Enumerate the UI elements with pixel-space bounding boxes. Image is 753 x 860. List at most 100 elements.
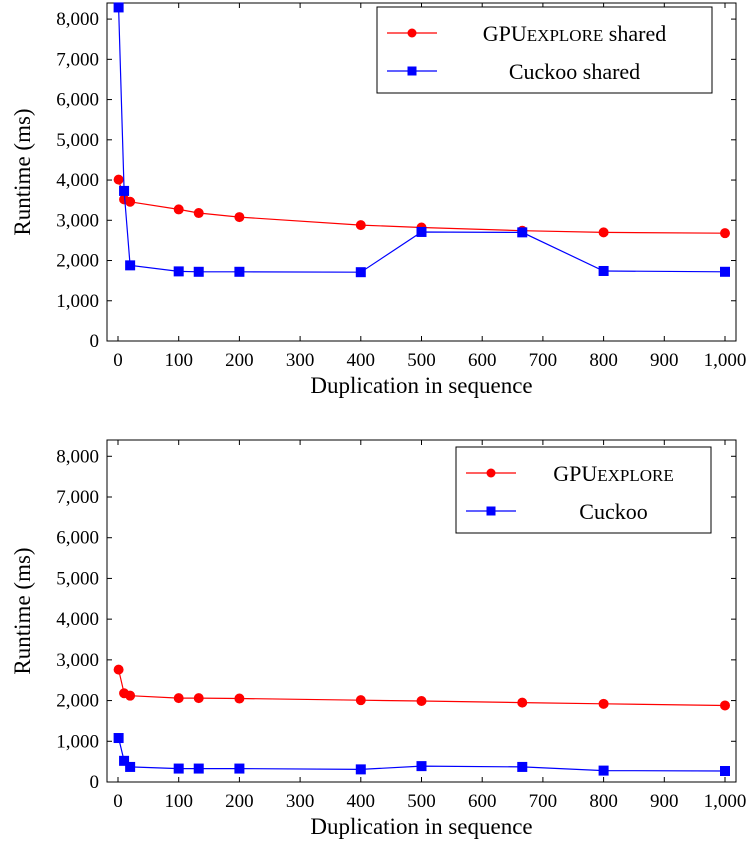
y-tick-label: 2,000	[56, 251, 99, 272]
series-1-point	[517, 227, 528, 238]
x-tick-label: 300	[286, 350, 315, 371]
x-tick-label: 200	[225, 791, 254, 812]
x-tick-label: 100	[164, 350, 193, 371]
x-tick-label: 0	[113, 791, 123, 812]
y-axis-label: Runtime (ms)	[10, 108, 35, 235]
series-1-point	[125, 260, 136, 271]
y-tick-label: 2,000	[56, 691, 99, 712]
series-1-point	[119, 185, 130, 196]
series-0-point	[416, 695, 427, 706]
legend-label-0: GPUEXPLORE	[553, 461, 674, 486]
series-1-point	[113, 733, 124, 744]
y-tick-label: 1,000	[56, 291, 99, 312]
series-1-point	[234, 266, 245, 277]
series-0-point	[355, 220, 366, 231]
x-tick-label: 900	[650, 350, 679, 371]
series-1-point	[173, 266, 184, 277]
legend-box	[455, 446, 712, 534]
x-tick-label: 800	[589, 350, 618, 371]
legend-label-1: Cuckoo	[579, 499, 647, 524]
series-1-point	[416, 761, 427, 772]
x-tick-label: 900	[650, 791, 679, 812]
series-0-point	[173, 693, 184, 704]
legend: GPUEXPLORE Cuckoo	[455, 446, 712, 534]
y-tick-label: 3,000	[56, 650, 99, 671]
series-1-point	[113, 2, 124, 13]
x-axis-label: Duplication in sequence	[310, 814, 532, 839]
y-axis-label: Runtime (ms)	[10, 547, 35, 674]
x-tick-label: 300	[286, 791, 315, 812]
series-1-point	[720, 766, 730, 777]
y-tick-label: 1,000	[56, 731, 99, 752]
series-0-point	[598, 698, 609, 709]
y-tick-label: 5,000	[56, 130, 99, 151]
series-0-point	[173, 204, 184, 215]
series-1-point	[416, 226, 427, 237]
chart-bottom-svg: 0 100 200 300 400 500 600 700 800 900 1,000 0 1,000 2…	[10, 439, 747, 839]
chart-bottom: 0 100 200 300 400 500 600 700 800 900 1,000 0 1,000 2…	[0, 430, 753, 860]
series-0-point	[113, 174, 124, 185]
series-0-point	[720, 700, 730, 711]
series-1-point	[598, 265, 609, 276]
x-tick-label: 400	[347, 791, 376, 812]
legend-marker-1	[407, 66, 417, 76]
y-tick-label: 6,000	[56, 528, 99, 549]
series-0-point	[125, 196, 136, 207]
legend-marker-1	[486, 506, 496, 516]
series-0-point	[234, 693, 245, 704]
y-tick-label: 6,000	[56, 90, 99, 111]
y-tick-label: 4,000	[56, 609, 99, 630]
series-1-point	[173, 763, 184, 774]
series-1-point	[234, 763, 245, 774]
series-0-point	[193, 693, 204, 704]
legend-marker-0	[486, 468, 496, 478]
y-tick-label: 7,000	[56, 487, 99, 508]
series-0-point	[125, 690, 136, 701]
legend-label-1: Cuckoo shared	[509, 59, 640, 84]
chart-top: 0 100 200 300 400 500 600 700 800 900 1,000 0 1,000 2…	[10, 2, 747, 398]
legend-box	[376, 6, 713, 94]
series-1-point	[720, 266, 730, 277]
series-1-point	[355, 267, 366, 278]
series-1-point	[193, 266, 204, 277]
legend-marker-0	[407, 28, 417, 38]
series-0-point	[234, 212, 245, 223]
series-0-point	[598, 227, 609, 238]
chart-top-svg: 0 100 200 300 400 500 600 700 800 900 1,000 0 1,000 2…	[10, 2, 747, 398]
series-1-point	[517, 761, 528, 772]
y-tick-label: 7,000	[56, 49, 99, 70]
series-0-point	[355, 695, 366, 706]
x-tick-label: 200	[225, 350, 254, 371]
x-tick-label: 700	[529, 791, 558, 812]
x-tick-label: 500	[407, 791, 436, 812]
x-tick-label: 600	[468, 350, 497, 371]
y-tick-label: 3,000	[56, 210, 99, 231]
x-tick-label: 100	[164, 791, 193, 812]
x-axis-label: Duplication in sequence	[310, 373, 532, 398]
x-tick-label: 700	[529, 350, 558, 371]
series-1-point	[598, 765, 609, 776]
series-0-point	[720, 228, 730, 239]
y-tick-label: 8,000	[56, 446, 99, 467]
x-tick-label: 0	[113, 350, 123, 371]
x-tick-label: 1,000	[704, 350, 747, 371]
x-tick-label: 600	[468, 791, 497, 812]
series-1-point	[355, 764, 366, 775]
x-tick-label: 400	[347, 350, 376, 371]
series-1-point	[193, 763, 204, 774]
series-0-point	[193, 208, 204, 219]
y-tick-label: 4,000	[56, 170, 99, 191]
x-tick-label: 800	[589, 791, 618, 812]
y-tick-label: 8,000	[56, 9, 99, 30]
series-0-point	[113, 664, 124, 675]
series-1-point	[119, 755, 130, 766]
series-0-point	[517, 697, 528, 708]
series-1-point	[125, 761, 136, 772]
y-tick-label: 5,000	[56, 568, 99, 589]
y-tick-label: 0	[90, 331, 100, 352]
y-tick-label: 0	[90, 772, 100, 793]
legend-label-0: GPUEXPLORE shared	[483, 21, 666, 46]
x-tick-label: 500	[407, 350, 436, 371]
x-tick-label: 1,000	[704, 791, 747, 812]
legend: GPUEXPLORE shared Cuckoo shared	[376, 6, 713, 94]
